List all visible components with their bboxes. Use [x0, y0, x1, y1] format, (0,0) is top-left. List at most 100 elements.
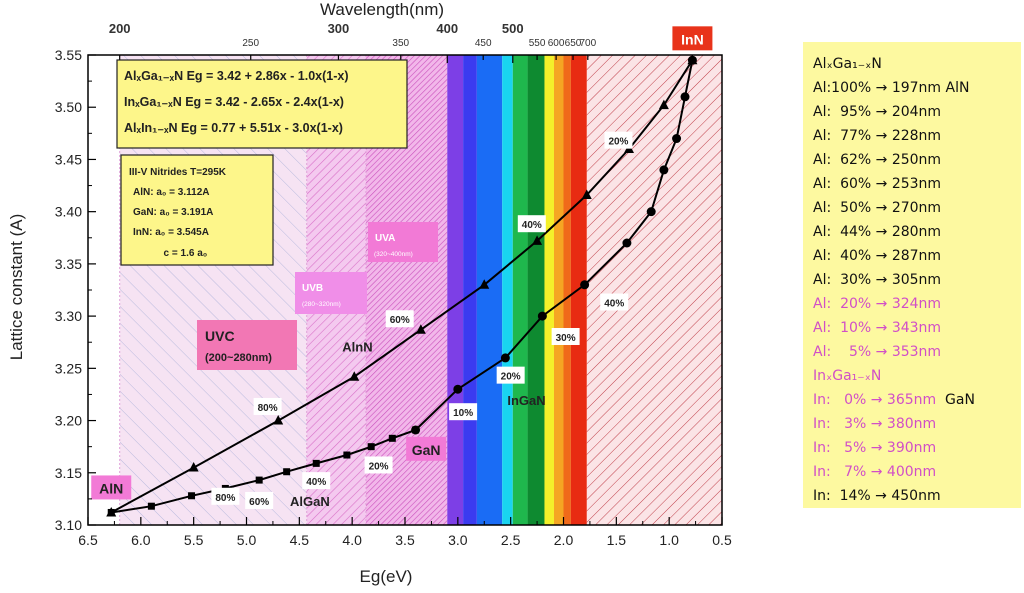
- infrared-region-hatch: [586, 55, 722, 525]
- data-point-alinn: [658, 99, 669, 110]
- uvc-label-bg: [197, 320, 297, 370]
- composition-label-bg: [449, 403, 478, 421]
- equation-alinn: AlₓIn₁₋ₓN Eg = 0.77 + 5.51x - 3.0x(1-x): [124, 121, 343, 135]
- panel-list-item: Al:100% → 197nm AlN: [813, 80, 970, 96]
- top-tick-label: 250: [242, 38, 259, 49]
- nitride-title: III-V Nitrides T=295K: [129, 167, 227, 178]
- spectrum-band: [527, 55, 545, 525]
- panel-list-item: In: 0% → 365nm GaN: [813, 392, 975, 408]
- material-label-algan: AlGaN: [290, 494, 330, 509]
- panel-list-item: Al: 40% → 287nm: [813, 248, 942, 264]
- data-point-ingan: [646, 207, 656, 217]
- nitride-aln: AlN: a₀ = 3.112A: [133, 187, 210, 198]
- panel-list-item: Al: 10% → 343nm: [813, 320, 942, 336]
- panel-list-item: Al: 50% → 270nm: [813, 200, 942, 216]
- y-tick-label: 3.50: [55, 99, 82, 115]
- y-tick-label: 3.40: [55, 204, 82, 220]
- composition-label-bg: [245, 491, 274, 509]
- axes: 6.5 6.0 5.5 5.0 4.5 4.0 3.5 3.0 2.5 2.0 1.5 1.0 0.5 3…: [55, 21, 732, 548]
- uvc-label: UVC (200~280nm): [197, 320, 297, 370]
- spectrum-band: [512, 55, 528, 525]
- x-tick-label: 3.0: [448, 532, 468, 548]
- material-label-gan-bg: [406, 436, 447, 461]
- uvb-label-title: UVB: [302, 283, 323, 294]
- material-label-inn-bg: [672, 26, 713, 51]
- panel-list-item: Al: 77% → 228nm: [813, 128, 942, 144]
- nitride-constants-box: III-V Nitrides T=295K AlN: a₀ = 3.112A G…: [120, 154, 274, 266]
- top-tick-label: 450: [475, 38, 492, 49]
- panel-list-item: In: 14% → 450nm: [813, 488, 941, 504]
- panel-list-item-suffix: GaN: [936, 392, 975, 408]
- composition-label: 30%: [556, 333, 576, 344]
- composition-label: 80%: [258, 403, 278, 414]
- data-point-alinn: [581, 189, 592, 199]
- data-point-algan: [312, 459, 320, 467]
- data-point-algan: [367, 443, 375, 451]
- uva-label: UVA (320~400nm): [368, 222, 438, 262]
- data-point-alinn: [188, 462, 199, 472]
- x-axis-title: Eg(eV): [360, 567, 413, 586]
- panel-list-item: Al: 5% → 353nm: [813, 344, 942, 360]
- composition-label-bg: [600, 293, 629, 311]
- composition-label: 40%: [604, 299, 624, 310]
- uva-label-bg: [368, 222, 438, 262]
- composition-label-bg: [211, 487, 240, 505]
- material-label-ingan: InGaN: [507, 393, 545, 408]
- spectrum-band: [447, 55, 464, 525]
- visible-spectrum-bands: [447, 55, 587, 525]
- material-label-gan: GaN: [412, 442, 441, 458]
- algan-list: Al:100% → 197nm AlN Al: 95% → 204nm Al: 77…: [813, 76, 1021, 364]
- x-tick-label: 3.5: [395, 532, 415, 548]
- nitride-gan: GaN: a₀ = 3.191A: [133, 207, 213, 218]
- composition-labels: 80% 60% 40% 20% 80% 60% 40% 20% 10% 20% 30% 40%: [211, 131, 633, 509]
- y-tick-label: 3.45: [55, 151, 82, 167]
- material-labels: AlN GaN InN AlGaN AlnN InGaN: [91, 26, 713, 509]
- data-point-ingan: [500, 353, 510, 363]
- composition-label-bg: [551, 328, 580, 345]
- data-point-algan: [283, 468, 291, 476]
- data-point-alinn: [479, 279, 490, 289]
- uvb-label-range: (280~320nm): [302, 301, 341, 308]
- spectrum-band: [502, 55, 513, 525]
- y-tick-label: 3.35: [55, 256, 82, 272]
- equations-box: AlₓGa₁₋ₓN Eg = 3.42 + 2.86x - 1.0x(1-x) …: [116, 59, 408, 149]
- y-axis-title: Lattice constant (A): [7, 214, 26, 360]
- uvc-label-title: UVC: [205, 328, 235, 344]
- uvb-label: UVB (280~320nm): [295, 272, 367, 314]
- composition-label: 40%: [522, 220, 542, 231]
- panel-list-item: Al: 95% → 204nm: [813, 104, 942, 120]
- data-point-algan: [188, 492, 196, 500]
- spectrum-band: [563, 55, 571, 525]
- top-tick-label: 650: [565, 38, 582, 49]
- x-tick-label: 6.5: [78, 532, 98, 548]
- panel-title-algan: AlₓGa₁₋ₓN: [813, 56, 882, 72]
- composition-label-bg: [253, 397, 282, 415]
- deep-uv-region: [88, 55, 120, 525]
- composition-label: 40%: [306, 477, 326, 488]
- equation-algan: AlₓGa₁₋ₓN Eg = 3.42 + 2.86x - 1.0x(1-x): [124, 69, 349, 83]
- spectrum-band: [544, 55, 554, 525]
- composition-label: 60%: [390, 315, 410, 326]
- panel-list-item: Al: 62% → 250nm: [813, 152, 942, 168]
- composition-label-bg: [385, 310, 414, 328]
- data-point-ingan: [453, 384, 463, 394]
- nitride-inn: InN: a₀ = 3.545A: [133, 227, 209, 238]
- composition-label: 10%: [453, 408, 473, 419]
- data-point-ingan: [411, 425, 421, 435]
- panel-list-item: Al: 44% → 280nm: [813, 224, 942, 240]
- composition-label: 20%: [608, 137, 628, 148]
- x-tick-label: 2.0: [554, 532, 574, 548]
- panel-list-item: In: 5% → 390nm: [813, 440, 937, 456]
- x-tick-label: 4.5: [290, 532, 310, 548]
- composition-label-bg: [302, 472, 331, 490]
- x-tick-label: 1.5: [607, 532, 627, 548]
- data-point-alinn: [415, 324, 426, 334]
- spectrum-band: [553, 55, 564, 525]
- top-tick-label: 500: [502, 21, 524, 36]
- uva-label-title: UVA: [375, 233, 395, 244]
- composition-label: 20%: [501, 372, 521, 383]
- y-tick-label: 3.30: [55, 308, 82, 324]
- panel-title-ingan: InₓGa₁₋ₓN: [813, 368, 882, 384]
- material-label-alnn: AlnN: [342, 340, 372, 355]
- top-tick-label: 350: [392, 38, 409, 49]
